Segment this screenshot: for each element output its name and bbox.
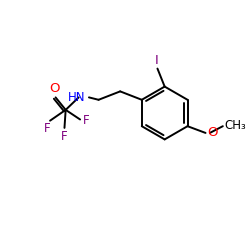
Text: HN: HN <box>68 91 85 104</box>
Text: F: F <box>61 130 68 143</box>
Text: O: O <box>49 82 60 96</box>
Text: F: F <box>82 114 89 127</box>
Text: F: F <box>44 122 51 135</box>
Text: O: O <box>207 126 218 140</box>
Text: CH₃: CH₃ <box>224 119 246 132</box>
Text: I: I <box>154 54 158 67</box>
